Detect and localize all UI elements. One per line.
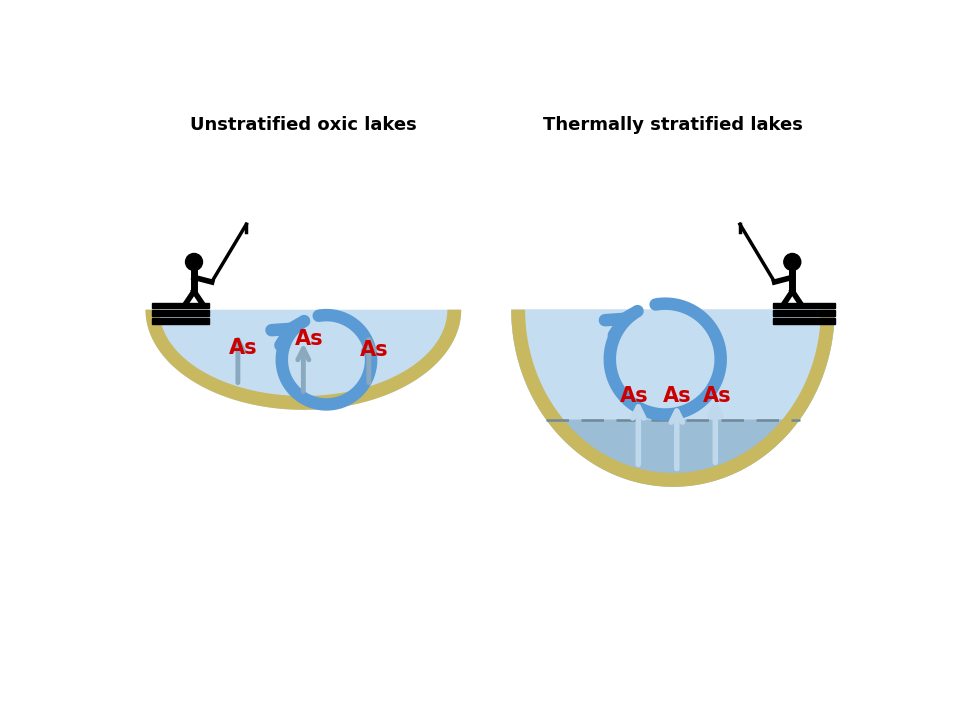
Text: As: As [704, 386, 732, 406]
Polygon shape [146, 310, 461, 410]
Text: As: As [229, 338, 257, 358]
Polygon shape [512, 310, 834, 487]
Text: As: As [295, 329, 324, 349]
Text: Thermally stratified lakes: Thermally stratified lakes [543, 116, 803, 134]
Circle shape [185, 253, 203, 271]
Polygon shape [146, 310, 461, 410]
Text: As: As [620, 386, 649, 406]
Bar [773, 318, 834, 323]
Bar [152, 303, 209, 308]
Text: As: As [662, 386, 691, 406]
Polygon shape [512, 310, 834, 420]
Polygon shape [512, 310, 834, 487]
Circle shape [783, 253, 801, 271]
Bar [773, 310, 834, 316]
Bar [152, 318, 209, 323]
Bar [773, 303, 834, 308]
Text: As: As [360, 340, 389, 360]
Text: Unstratified oxic lakes: Unstratified oxic lakes [190, 116, 417, 134]
Bar [152, 310, 209, 316]
